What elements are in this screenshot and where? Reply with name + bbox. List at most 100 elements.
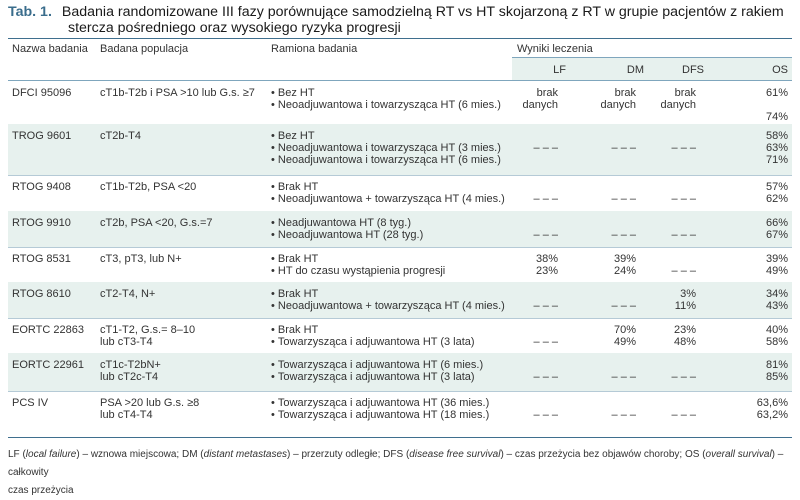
result-os: 63,6% 63,2%: [728, 397, 788, 421]
table-bottom-rule: [8, 437, 792, 438]
result-dfs: – – –: [636, 217, 696, 241]
study-name: RTOG 8531: [12, 253, 112, 265]
result-dfs-line: [636, 397, 696, 409]
study-arms-line: Brak HT: [271, 253, 521, 265]
result-os-line: 49%: [765, 265, 788, 278]
result-lf-line: – – –: [533, 193, 558, 206]
result-dm: 70% 49%: [576, 324, 636, 348]
result-dfs-line: – – –: [671, 229, 696, 242]
study-population-line: PSA >20 lub G.s. ≥8: [100, 397, 200, 409]
study-arms: Neadjuwantowa HT (8 tyg.)Neoadjuwantowa …: [271, 217, 521, 241]
study-arms-line: Towarzysząca i adjuwantowa HT (3 lata): [271, 371, 521, 383]
result-lf-line: 23%: [535, 265, 558, 278]
study-population-line: cT1b-T2b i PSA >10 lub G.s. ≥7: [100, 87, 255, 99]
study-population: cT3, pT3, lub N+: [100, 253, 265, 265]
result-os-line: 43%: [765, 300, 788, 313]
result-dm: brak danych: [576, 87, 636, 111]
study-population-line: cT1-T2, G.s.= 8–10: [100, 324, 196, 336]
footnote-lf: LF (: [8, 449, 26, 460]
table-row: DFCI 95096 cT1b-T2b i PSA >10 lub G.s. ≥7…: [8, 81, 792, 125]
study-arms-line: Towarzysząca i adjuwantowa HT (6 mies.): [271, 359, 521, 371]
table-title-line1: Badania randomizowane III fazy porównują…: [61, 4, 784, 20]
study-name: RTOG 9408: [12, 181, 112, 193]
results-subheader-rule: [512, 57, 792, 58]
result-dfs: – – –: [636, 359, 696, 383]
result-lf: – – –: [498, 217, 558, 241]
result-lf: – – –: [498, 324, 558, 348]
study-population: PSA >20 lub G.s. ≥8 lub cT4-T4: [100, 397, 265, 421]
table-caption: Tab. 1. Badania randomizowane III fazy po…: [8, 4, 792, 36]
study-name-text: RTOG 8531: [12, 253, 71, 265]
result-lf-line: [498, 324, 558, 336]
result-lf-line: – – –: [533, 371, 558, 384]
study-name: EORTC 22863: [12, 324, 112, 336]
study-name-text: EORTC 22863: [12, 324, 84, 336]
study-population: cT1b-T2b i PSA >10 lub G.s. ≥7: [100, 87, 265, 99]
table-top-rule: [8, 38, 792, 39]
result-dm: – – –: [576, 217, 636, 241]
result-dfs: brak danych: [636, 87, 696, 111]
table-label: Tab. 1.: [8, 4, 52, 20]
result-dfs: – – –: [636, 397, 696, 421]
result-os-line: 71%: [765, 154, 788, 167]
result-dm-line: brak: [614, 87, 636, 99]
study-population-line: lub cT4-T4: [100, 409, 153, 422]
header-dm: DM: [626, 64, 644, 76]
result-dm: – – –: [576, 130, 636, 154]
result-os-line: 67%: [765, 229, 788, 242]
result-lf-line: brak: [536, 87, 558, 99]
result-dm: – – –: [576, 288, 636, 312]
study-arms: Bez HTNeoadjuwantowa i towarzysząca HT (…: [271, 130, 521, 167]
result-lf-line: [498, 359, 558, 371]
result-lf-line: [498, 181, 558, 193]
footnote-os-term: overall survival: [705, 449, 772, 460]
header-dfs: DFS: [682, 64, 704, 76]
result-lf-line: – – –: [533, 336, 558, 349]
result-os-line: 63,2%: [756, 409, 788, 422]
study-arms-line: Neoadjuwantowa + towarzysząca HT (4 mies…: [271, 300, 521, 312]
result-os-line: 62%: [765, 193, 788, 206]
study-arms-line: Towarzysząca i adjuwantowa HT (3 lata): [271, 336, 521, 348]
table-footnote: LF (local failure) – wznowa miejscowa; D…: [8, 446, 792, 500]
result-dfs-line: [636, 359, 696, 371]
header-bottom-rule: [8, 80, 792, 81]
result-os-line: 58%: [765, 336, 788, 349]
result-lf-line: – – –: [533, 409, 558, 422]
study-population: cT1-T2, G.s.= 8–10 lub cT3-T4: [100, 324, 265, 348]
result-os-line: 57%: [765, 181, 788, 193]
result-dfs-line: 3%: [680, 288, 696, 300]
study-arms-line: Towarzysząca i adjuwantowa HT (36 mies.): [271, 397, 521, 409]
result-os-line: 74%: [765, 111, 788, 124]
result-dm-line: – – –: [611, 229, 636, 242]
study-name: RTOG 9910: [12, 217, 112, 229]
header-study: Nazwa badania: [12, 43, 88, 55]
footnote-dm-def: ) – przerzuty odległe; DFS (: [287, 449, 410, 460]
study-population-line: cT1c-T2bN+: [100, 359, 161, 371]
result-lf-line: danych: [522, 99, 558, 112]
table-row: RTOG 9910 cT2b, PSA <20, G.s.=7 Neadjuwant…: [8, 211, 792, 248]
footnote-dfs-term: disease free survival: [409, 449, 501, 460]
results-subheader-band: [512, 58, 792, 80]
result-dm-line: [576, 217, 636, 229]
result-dfs-line: 23%: [673, 324, 696, 336]
result-dfs-line: 11%: [674, 300, 696, 313]
study-population-line: cT2b, PSA <20, G.s.=7: [100, 217, 213, 229]
footnote-dfs-def: ) – czas przeżycia bez objawów choroby; …: [500, 449, 706, 460]
study-name: RTOG 8610: [12, 288, 112, 300]
study-name: PCS IV: [12, 397, 112, 409]
result-dfs-line: [636, 253, 696, 265]
result-dm-line: – – –: [611, 409, 636, 422]
study-arms-line: HT do czasu wystąpienia progresji: [271, 265, 521, 277]
study-arms: Towarzysząca i adjuwantowa HT (36 mies.)…: [271, 397, 521, 421]
result-lf-line: [498, 217, 558, 229]
result-dm-line: – – –: [611, 142, 636, 155]
study-name: DFCI 95096: [12, 87, 112, 99]
result-lf-line: 38%: [535, 253, 558, 265]
result-dm-line: – – –: [611, 300, 636, 313]
study-name-text: RTOG 8610: [12, 288, 71, 300]
result-dm-line: [576, 359, 636, 371]
footnote-lf-term: local failure: [25, 449, 77, 460]
study-name-text: PCS IV: [12, 397, 49, 409]
